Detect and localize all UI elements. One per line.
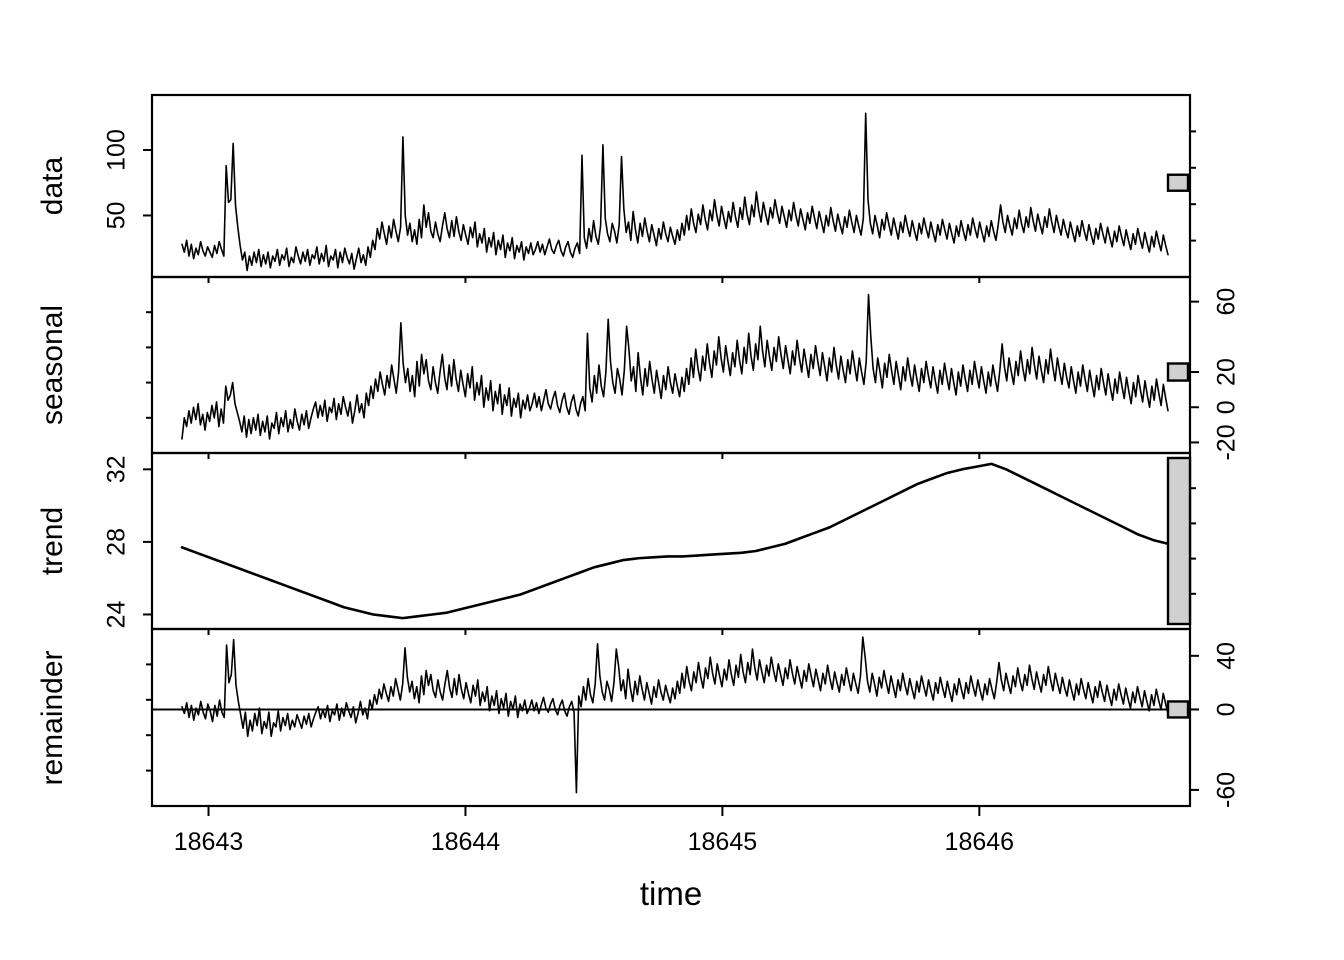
panel-remainder-frame: [150, 627, 1192, 808]
panel-remainder-tick-marks: [146, 654, 1199, 791]
panel-label-trend: trend: [36, 507, 69, 575]
y-tick-label-remainder: -60: [1213, 772, 1241, 808]
y-tick-label-remainder: 40: [1213, 642, 1241, 670]
panel-label-remainder: remainder: [36, 650, 69, 785]
scale-bar-rect-remainder: [1166, 700, 1190, 719]
panel-label-seasonal: seasonal: [36, 305, 69, 425]
scale-bar-seasonal: [1166, 362, 1190, 382]
panel-remainder-tick-labels: -60 0 40: [1213, 642, 1241, 808]
scale-bar-rect-data: [1166, 173, 1190, 192]
panel-data-tick-labels: 50 100: [103, 129, 131, 229]
scale-bar-remainder: [1166, 700, 1190, 719]
panel-seasonal-tick-marks: [146, 300, 1199, 444]
data-series-line: [181, 112, 1169, 272]
seasonal-series-line: [181, 293, 1169, 440]
panel-data-tick-marks: [143, 130, 1196, 242]
x-tick-label: 18644: [431, 828, 501, 856]
y-tick-label-seasonal: -20: [1213, 424, 1241, 460]
panel-trend: 24 28 32 trend: [36, 451, 1196, 631]
x-axis: 18643 18644 18645 18646 time: [174, 277, 1014, 912]
panel-trend-tick-labels: 24 28 32: [103, 455, 131, 628]
y-tick-label-seasonal: 20: [1213, 358, 1241, 386]
y-tick-label-seasonal: 0: [1213, 400, 1241, 414]
y-tick-label-data: 50: [103, 202, 131, 230]
scale-bar-data: [1166, 173, 1190, 192]
y-tick-label-data: 100: [103, 129, 131, 171]
x-tick-label: 18645: [688, 828, 758, 856]
panel-remainder: -60 0 40 remainder: [36, 627, 1241, 808]
scale-bar-rect-trend: [1166, 456, 1192, 626]
y-tick-label-seasonal: 60: [1213, 288, 1241, 316]
remainder-series-line: [181, 636, 1169, 794]
y-tick-label-trend: 32: [103, 455, 131, 483]
y-tick-label-trend: 24: [103, 600, 131, 628]
y-tick-label-remainder: 0: [1213, 702, 1241, 716]
scale-bar-rect-seasonal: [1166, 362, 1190, 382]
y-tick-label-trend: 28: [103, 528, 131, 556]
x-axis-tick-labels: 18643 18644 18645 18646: [174, 828, 1014, 856]
x-axis-title: time: [640, 875, 702, 912]
panel-seasonal-tick-labels: -20 0 20 60: [1213, 288, 1241, 461]
scale-bar-trend: [1166, 456, 1192, 626]
panel-label-data: data: [36, 156, 69, 215]
trend-series-line: [180, 462, 1170, 620]
x-tick-label: 18646: [945, 828, 1015, 856]
x-axis-tick-marks: [207, 277, 981, 816]
x-tick-label: 18643: [174, 828, 244, 856]
